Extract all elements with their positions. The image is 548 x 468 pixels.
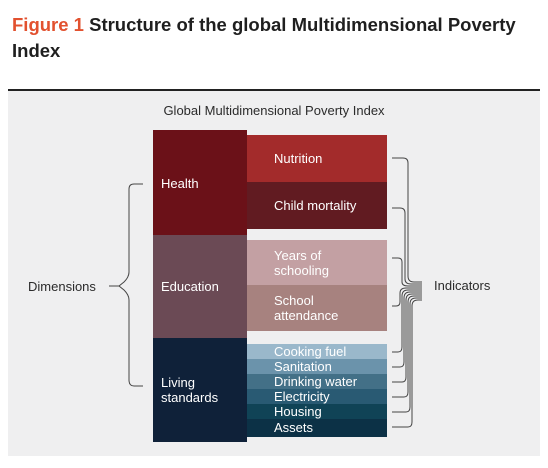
indicator-connector-assets bbox=[392, 299, 422, 428]
indicator-drinking-water: Drinking water bbox=[247, 374, 387, 389]
indicator-cooking-fuel-label: Cooking fuel bbox=[274, 344, 347, 359]
indicator-electricity-label: Electricity bbox=[274, 389, 330, 404]
indicator-connector-nutrition bbox=[392, 157, 422, 283]
indicator-nutrition-label: Nutrition bbox=[274, 151, 323, 166]
indicator-school-attendance: School attendance bbox=[247, 285, 387, 331]
dimension-health: Health bbox=[153, 130, 247, 235]
dimension-education-label: Education bbox=[161, 279, 219, 294]
dimension-living-standards-label-line1: Living bbox=[161, 375, 195, 390]
indicator-assets: Assets bbox=[247, 419, 387, 437]
indicator-connector-child-mortality bbox=[392, 207, 422, 285]
title-rule bbox=[8, 89, 540, 91]
indicator-connector-drinking-water bbox=[392, 293, 422, 383]
dimensions-label: Dimensions bbox=[28, 279, 96, 294]
figure-title-text: Structure of the global Multidimensional… bbox=[12, 14, 516, 61]
figure-title: Figure 1 Structure of the global Multidi… bbox=[12, 12, 532, 64]
indicator-child-mortality-label: Child mortality bbox=[274, 198, 357, 213]
diagram-title: Global Multidimensional Poverty Index bbox=[163, 103, 385, 118]
indicator-school-attendance-line2: attendance bbox=[274, 308, 339, 323]
dimension-health-label: Health bbox=[161, 176, 199, 191]
indicator-sanitation: Sanitation bbox=[247, 359, 387, 374]
dimension-education: Education bbox=[153, 235, 247, 338]
indicator-connector-school-attendance bbox=[392, 287, 422, 307]
indicator-years-of-schooling-line1: Years of bbox=[274, 248, 322, 263]
indicators-label: Indicators bbox=[434, 278, 491, 293]
indicator-housing: Housing bbox=[247, 404, 387, 419]
indicator-connector-cooking-fuel bbox=[392, 289, 422, 353]
figure-label: Figure 1 bbox=[12, 14, 84, 35]
indicator-nutrition: Nutrition bbox=[247, 135, 387, 182]
indicator-connector-electricity bbox=[392, 295, 422, 398]
indicator-cooking-fuel: Cooking fuel bbox=[247, 344, 387, 359]
indicator-years-of-schooling: Years of schooling bbox=[247, 240, 387, 285]
indicator-assets-label: Assets bbox=[274, 420, 314, 435]
dimension-living-standards: Living standards bbox=[153, 338, 247, 442]
dimensions-bracket bbox=[118, 183, 143, 387]
indicator-connector-housing bbox=[392, 297, 422, 413]
indicator-sanitation-label: Sanitation bbox=[274, 359, 332, 374]
indicator-connector-sanitation bbox=[392, 291, 422, 368]
indicator-drinking-water-label: Drinking water bbox=[274, 374, 358, 389]
dimension-living-standards-label-line2: standards bbox=[161, 390, 219, 405]
indicator-housing-label: Housing bbox=[274, 404, 322, 419]
indicator-electricity: Electricity bbox=[247, 389, 387, 404]
indicator-school-attendance-line1: School bbox=[274, 293, 314, 308]
indicator-connector-years-of-schooling bbox=[392, 257, 422, 287]
indicator-child-mortality: Child mortality bbox=[247, 182, 387, 229]
indicator-years-of-schooling-line2: schooling bbox=[274, 263, 329, 278]
